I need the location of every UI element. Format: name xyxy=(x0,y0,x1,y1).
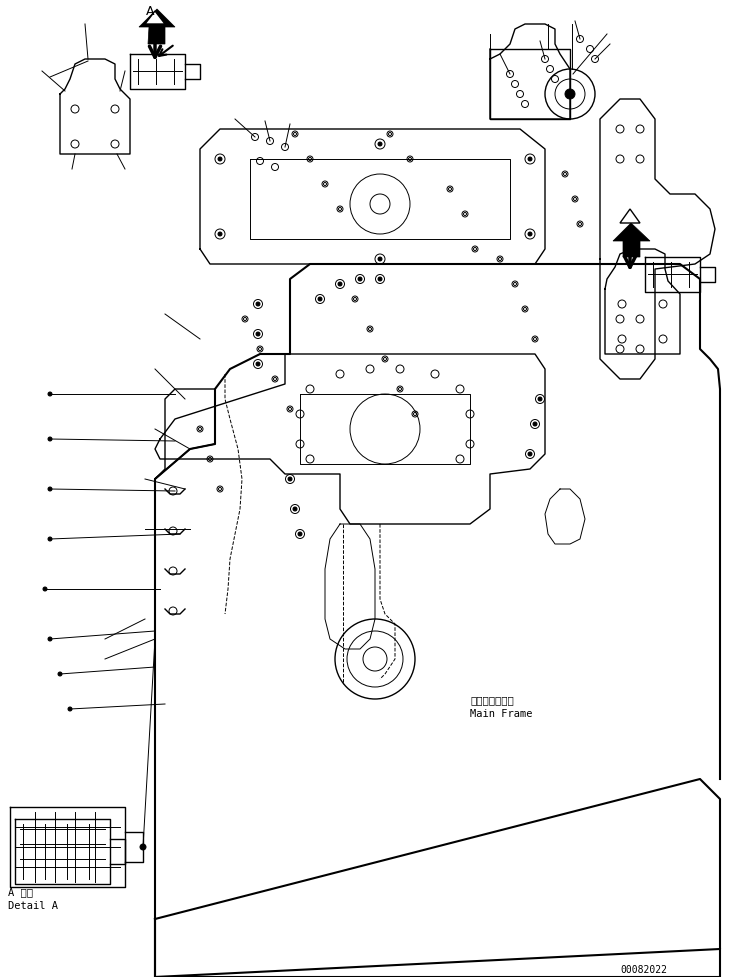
Circle shape xyxy=(48,438,52,442)
Text: A 詳細: A 詳細 xyxy=(8,886,33,896)
Circle shape xyxy=(288,478,292,482)
Polygon shape xyxy=(613,224,650,258)
Circle shape xyxy=(358,277,362,281)
Circle shape xyxy=(68,707,72,711)
Polygon shape xyxy=(620,210,640,224)
Circle shape xyxy=(363,648,387,671)
Circle shape xyxy=(528,158,532,162)
Circle shape xyxy=(378,143,382,147)
Text: A: A xyxy=(146,6,154,19)
Circle shape xyxy=(48,488,52,491)
Circle shape xyxy=(43,587,47,591)
Text: Main Frame: Main Frame xyxy=(470,708,532,718)
Circle shape xyxy=(256,303,260,307)
Circle shape xyxy=(48,537,52,541)
Circle shape xyxy=(48,393,52,397)
Circle shape xyxy=(298,532,302,536)
Text: メインフレーム: メインフレーム xyxy=(470,695,514,704)
Circle shape xyxy=(538,398,542,402)
Circle shape xyxy=(58,672,62,676)
Circle shape xyxy=(218,158,222,162)
Circle shape xyxy=(338,282,342,286)
Circle shape xyxy=(533,423,537,427)
Polygon shape xyxy=(139,10,175,45)
Circle shape xyxy=(318,298,322,302)
Circle shape xyxy=(140,844,146,850)
Text: 00082022: 00082022 xyxy=(620,964,667,974)
Circle shape xyxy=(378,258,382,262)
Circle shape xyxy=(256,332,260,337)
Circle shape xyxy=(218,233,222,236)
Circle shape xyxy=(565,90,575,100)
Polygon shape xyxy=(145,12,165,25)
Circle shape xyxy=(378,277,382,281)
Circle shape xyxy=(256,362,260,366)
Circle shape xyxy=(528,233,532,236)
Circle shape xyxy=(48,637,52,641)
Circle shape xyxy=(370,194,390,215)
Text: Detail A: Detail A xyxy=(8,900,58,910)
Circle shape xyxy=(293,507,297,512)
Circle shape xyxy=(528,452,532,456)
